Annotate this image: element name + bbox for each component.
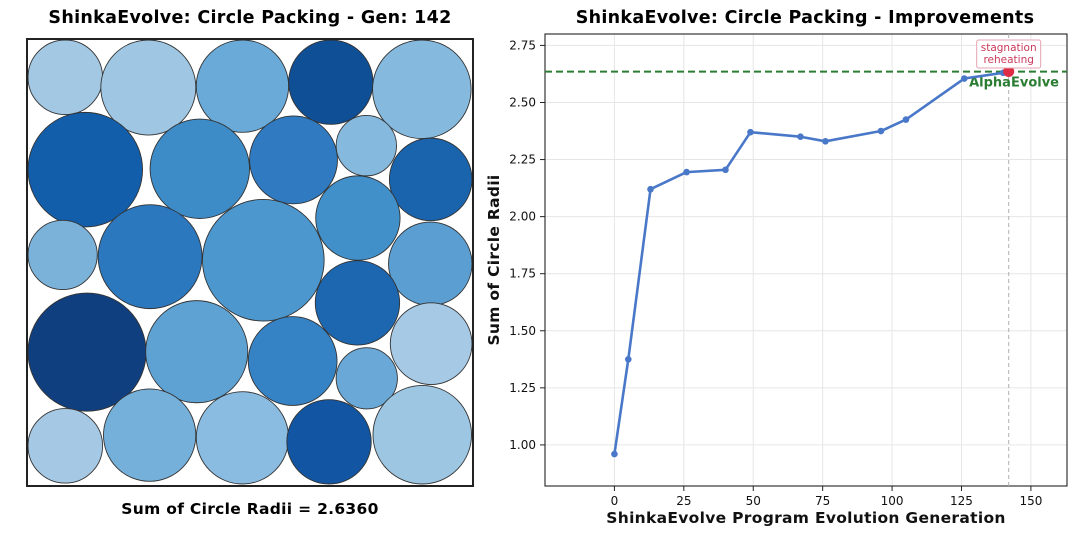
packing-caption: Sum of Circle Radii = 2.6360 — [121, 500, 379, 518]
y-tick-label-4: 2.00 — [509, 210, 536, 224]
packed-circle-23 — [103, 388, 197, 482]
improvement-point-6 — [747, 128, 754, 136]
x-tick-label-5: 125 — [950, 494, 973, 508]
y-tick-label-3: 1.75 — [509, 267, 536, 281]
improvements-chart: 0 25 50 75 100 125 150 1.00 1.25 1.50 1.75 2.00 2.25… — [485, 33, 1068, 527]
right-panel-title: ShinkaEvolve: Circle Packing - Improveme… — [575, 8, 1035, 28]
packed-circle-3 — [195, 40, 290, 133]
stagnation-note-line-1: stagnation — [981, 42, 1037, 54]
packed-circle-24 — [195, 391, 290, 485]
stagnation-note-line-2: reheating — [983, 54, 1033, 66]
x-tick-label-3: 75 — [815, 494, 830, 508]
packed-circle-7 — [149, 118, 251, 219]
packed-circle-12 — [97, 204, 203, 310]
packed-circle-4 — [288, 40, 374, 125]
improvement-point-4 — [683, 168, 690, 176]
packed-circle-1 — [28, 40, 104, 116]
packed-circle-2 — [100, 40, 197, 136]
x-tick-label-1: 25 — [676, 494, 691, 508]
stagnation-note-box — [976, 39, 1042, 69]
packed-circle-16 — [28, 292, 147, 412]
y-tick-label-5: 2.25 — [509, 153, 536, 167]
packed-circle-19 — [314, 260, 401, 346]
x-tick-label-2: 50 — [746, 494, 761, 508]
improvement-point-1 — [611, 450, 618, 458]
improvement-point-7 — [797, 133, 804, 141]
y-tick-label-0: 1.00 — [509, 438, 536, 452]
packed-circle-15 — [388, 221, 472, 306]
packed-circle-9 — [335, 115, 397, 177]
improvement-point-3 — [647, 185, 654, 193]
improvement-point-5 — [722, 166, 729, 174]
improvement-point-2 — [624, 356, 632, 363]
improvement-point-11 — [960, 75, 968, 82]
improvement-point-10 — [902, 116, 910, 123]
improvement-point-8 — [822, 137, 829, 145]
y-tick-label-6: 2.50 — [509, 95, 536, 109]
x-tick-label-4: 100 — [881, 494, 904, 508]
packed-circle-26 — [372, 384, 472, 485]
packed-circle-6 — [28, 111, 143, 228]
y-tick-label-7: 2.75 — [509, 38, 536, 52]
packed-circle-22 — [28, 408, 104, 484]
left-panel-title: ShinkaEvolve: Circle Packing - Gen: 142 — [48, 8, 452, 28]
packed-circle-18 — [247, 316, 338, 406]
packed-circle-20 — [335, 347, 398, 410]
packed-circle-8 — [249, 115, 338, 205]
best-program-point — [1003, 65, 1015, 77]
circle-packing-frame — [26, 38, 474, 487]
circle-packing-canvas — [28, 40, 472, 485]
improvement-point-9 — [877, 127, 885, 135]
y-tick-label-1: 1.25 — [509, 381, 536, 395]
alphaevolve-label: AlphaEvolve — [969, 76, 1059, 91]
packed-circle-21 — [389, 302, 472, 385]
y-axis-label: Sum of Circle Radii — [485, 174, 503, 345]
packed-circle-5 — [372, 40, 472, 140]
packed-circle-13 — [202, 198, 325, 322]
improvement-series-line — [613, 70, 1010, 455]
x-axis-label: ShinkaEvolve Program Evolution Generatio… — [606, 509, 1005, 527]
x-tick-label-0: 0 — [611, 494, 619, 508]
x-tick-label-6: 150 — [1019, 494, 1042, 508]
packed-circle-10 — [388, 137, 472, 222]
packed-circle-25 — [286, 399, 372, 485]
packed-circle-11 — [28, 219, 98, 290]
packed-circle-17 — [145, 300, 249, 404]
y-tick-label-2: 1.50 — [509, 324, 536, 338]
plot-frame — [544, 33, 1068, 487]
packed-circle-14 — [315, 175, 401, 261]
